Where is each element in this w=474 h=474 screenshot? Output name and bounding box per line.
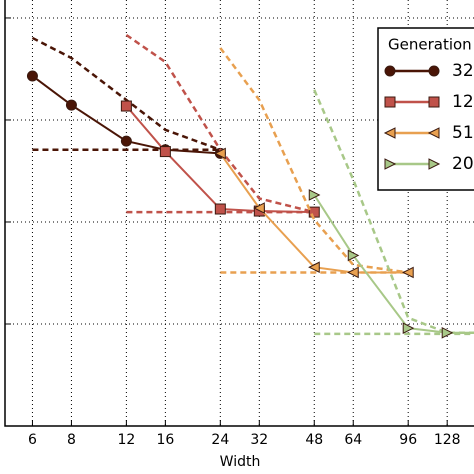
x-tick-label: 6: [28, 432, 37, 448]
marker: [428, 65, 440, 77]
marker: [120, 135, 132, 147]
x-tick-label: 64: [344, 432, 362, 448]
x-tick-label: 24: [211, 432, 229, 448]
marker: [65, 99, 77, 111]
legend-label: 12: [452, 92, 474, 112]
plot-frame: [4, 0, 474, 427]
x-tick-label: 16: [156, 432, 174, 448]
x-axis-label: Width: [220, 454, 261, 470]
x-tick-label: 96: [399, 432, 417, 448]
series-line: [313, 194, 474, 334]
marker: [253, 202, 265, 214]
marker: [308, 189, 321, 201]
marker: [120, 100, 132, 112]
legend-title: Generation: [388, 36, 472, 54]
marker: [428, 96, 440, 108]
upper-bound: [125, 33, 315, 214]
x-tick-label: 32: [250, 432, 268, 448]
marker: [384, 65, 396, 77]
marker: [402, 322, 415, 334]
marker: [214, 203, 226, 215]
marker: [214, 147, 226, 160]
marker: [384, 96, 396, 108]
marker: [159, 146, 171, 158]
legend-label: 20: [452, 154, 474, 174]
x-tick-label: 12: [117, 432, 135, 448]
marker: [383, 127, 396, 139]
marker: [384, 158, 397, 170]
legend-label: 51: [452, 123, 474, 143]
upper-bound: [219, 47, 409, 274]
marker: [308, 261, 320, 274]
marker: [402, 266, 414, 279]
marker: [347, 266, 359, 279]
marker: [347, 249, 360, 262]
marker: [441, 326, 454, 339]
x-tick-label: 128: [434, 432, 461, 448]
marker: [428, 158, 441, 170]
marker: [427, 127, 440, 139]
marker: [308, 206, 320, 218]
x-tick-label: 48: [305, 432, 323, 448]
legend-label: 32: [452, 61, 474, 81]
upper-bound: [31, 36, 221, 151]
x-tick-label: 8: [67, 432, 76, 448]
marker: [26, 70, 38, 82]
upper-bound: [313, 89, 474, 335]
